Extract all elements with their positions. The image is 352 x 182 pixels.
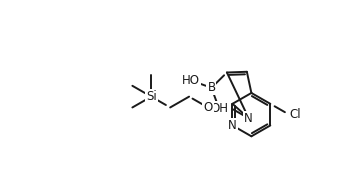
Text: N: N — [228, 119, 237, 132]
Text: N: N — [244, 112, 253, 125]
Text: O: O — [203, 101, 213, 114]
Text: OH: OH — [210, 102, 228, 115]
Text: Cl: Cl — [289, 108, 301, 121]
Text: B: B — [207, 81, 215, 94]
Text: HO: HO — [182, 74, 200, 87]
Text: Si: Si — [146, 90, 157, 103]
